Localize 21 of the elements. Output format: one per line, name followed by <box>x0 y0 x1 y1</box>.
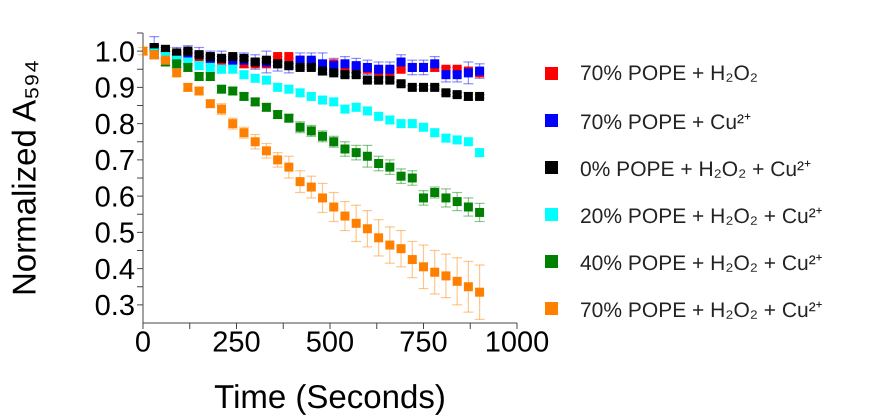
legend-label: 0% POPE + H₂O₂ + Cu²⁺ <box>580 156 812 182</box>
legend-label: 70% POPE + Cu²⁺ <box>580 110 751 134</box>
legend-label: 70% POPE + H₂O₂ <box>580 62 758 86</box>
legend-label: 70% POPE + H₂O₂ + Cu²⁺ <box>580 298 823 322</box>
y-axis-title: Normalized A₅₉₄ <box>6 60 43 296</box>
y-tick-label: 0.3 <box>94 290 135 322</box>
x-tick-label: 750 <box>399 326 448 359</box>
y-tick-label: 0.5 <box>94 218 135 250</box>
x-axis-title: Time (Seconds) <box>214 378 446 415</box>
legend-label: 20% POPE + H₂O₂ + Cu²⁺ <box>580 204 823 228</box>
y-tick-label: 0.8 <box>94 108 135 141</box>
y-tick-label: 0.4 <box>94 254 135 286</box>
x-tick-label: 1000 <box>484 326 550 359</box>
y-tick-label: 0.7 <box>94 145 135 178</box>
y-tick-label: 0.9 <box>94 72 135 105</box>
x-tick-label: 0 <box>134 326 152 359</box>
y-tick-label: 0.6 <box>94 181 135 214</box>
legend-label: 40% POPE + H₂O₂ + Cu²⁺ <box>580 250 823 276</box>
y-tick-label: 1.0 <box>94 36 135 68</box>
x-tick-label: 500 <box>306 326 354 359</box>
x-tick-label: 250 <box>212 326 261 359</box>
